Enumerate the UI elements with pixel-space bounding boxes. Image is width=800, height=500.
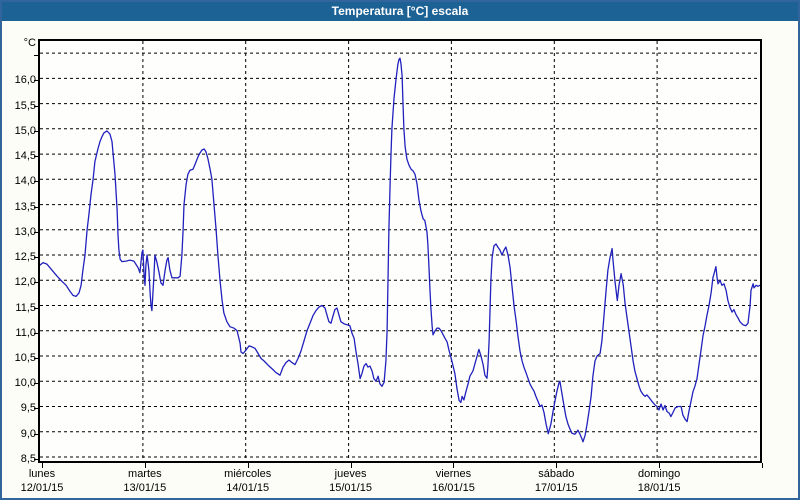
y-tick-mark: [34, 332, 38, 334]
day-date: 18/01/15: [637, 482, 681, 494]
y-tick-mark: [34, 181, 38, 183]
y-tick-label: 14,5: [14, 150, 36, 163]
y-tick-label: 15,5: [14, 99, 36, 112]
day-date: 17/01/15: [534, 482, 578, 494]
x-tick-mark: [556, 463, 558, 468]
y-tick-mark: [34, 433, 38, 435]
y-axis-unit-label: °C: [23, 37, 36, 49]
y-tick-label: 16,0: [14, 74, 36, 87]
y-tick-label: 10,5: [14, 352, 36, 364]
x-tick-mark: [659, 463, 661, 468]
plot-area: [38, 39, 762, 463]
y-tick-label: 8,5: [20, 452, 36, 465]
y-tick-mark: [34, 80, 38, 82]
day-name: martes: [128, 468, 162, 480]
x-axis-day-label: domingo 18/01/15: [604, 467, 714, 496]
title-bar: Temperatura [°C] escala: [2, 2, 798, 21]
temperature-line-chart: [40, 41, 760, 461]
y-tick-mark: [34, 105, 38, 107]
x-tick-mark: [453, 463, 455, 468]
x-tick-mark: [762, 463, 763, 468]
day-date: 14/01/15: [226, 482, 270, 494]
x-axis-day-label: sábado 17/01/15: [501, 467, 611, 496]
y-tick-label: 12,0: [14, 276, 36, 289]
y-tick-mark: [34, 231, 38, 233]
day-date: 16/01/15: [432, 482, 475, 494]
day-name: sábado: [538, 468, 575, 480]
y-tick-label: 9,0: [20, 427, 36, 440]
x-axis-day-label: jueves 15/01/15: [296, 467, 406, 496]
y-tick-label: 15,0: [14, 124, 36, 137]
y-tick-mark: [34, 408, 38, 410]
day-name: jueves: [334, 468, 367, 480]
day-name: miércoles: [224, 468, 272, 480]
y-tick-mark: [34, 156, 38, 158]
x-axis-day-label: lunes 12/01/15: [2, 467, 97, 496]
y-tick-label: 9,5: [20, 402, 36, 415]
y-tick-label: 13,0: [14, 225, 36, 238]
y-tick-label: 12,5: [14, 251, 36, 264]
y-tick-label: 13,5: [14, 200, 36, 213]
y-tick-mark: [34, 358, 38, 359]
y-tick-mark: [34, 282, 38, 284]
y-tick-label: 14,0: [14, 175, 36, 188]
y-tick-mark: [34, 257, 38, 259]
x-axis-day-label: viernes 16/01/15: [398, 467, 508, 496]
day-date: 12/01/15: [20, 482, 64, 494]
y-tick-mark: [34, 55, 38, 57]
y-tick-mark: [34, 130, 38, 132]
y-tick-label: 11,0: [15, 326, 36, 339]
day-name: viernes: [435, 468, 472, 480]
day-name: domingo: [638, 468, 681, 480]
window-title: Temperatura [°C] escala: [331, 4, 469, 18]
day-name: lunes: [28, 468, 56, 480]
x-tick-mark: [42, 463, 43, 468]
temperature-series-line: [40, 57, 760, 443]
day-date: 15/01/15: [329, 482, 372, 494]
x-tick-mark: [144, 463, 146, 468]
x-axis-day-label: martes 13/01/15: [90, 467, 200, 496]
x-tick-mark: [350, 463, 352, 468]
day-date: 13/01/15: [123, 482, 167, 494]
y-tick-mark: [34, 383, 38, 385]
x-tick-mark: [247, 463, 249, 468]
x-axis-day-label: miércoles 14/01/15: [193, 467, 303, 496]
y-tick-mark: [34, 307, 38, 309]
y-tick-mark: [34, 458, 38, 460]
y-tick-mark: [34, 206, 38, 208]
y-tick-label: 10,0: [14, 377, 36, 390]
y-tick-label: 11,5: [15, 301, 36, 314]
